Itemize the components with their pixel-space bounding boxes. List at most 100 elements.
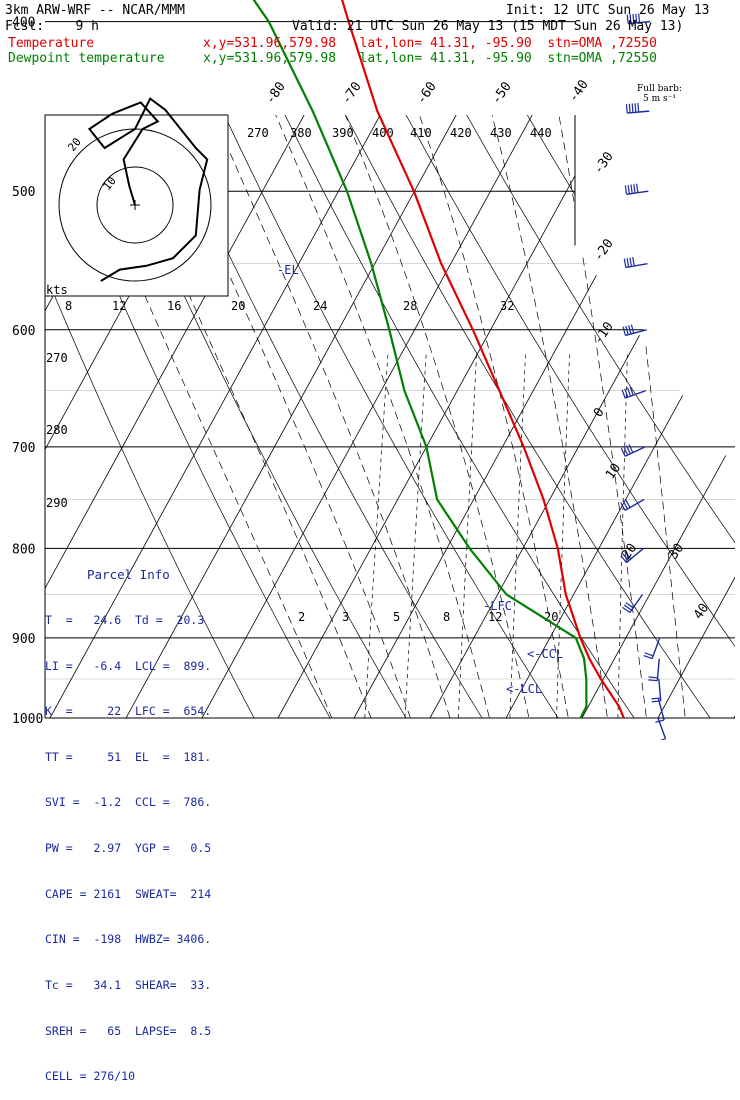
dry-adiabat bbox=[140, 0, 740, 740]
wind-barb-flag bbox=[648, 680, 657, 681]
wind-scale-label: 32 bbox=[500, 299, 514, 313]
init-time: Init: 12 UTC Sun 26 May 13 bbox=[506, 3, 710, 18]
parcel-row: LI = -6.4 LCL = 899. bbox=[45, 659, 227, 674]
dry-adiabat bbox=[258, 0, 740, 740]
mixing-ratio-label: 3 bbox=[342, 610, 349, 624]
parcel-info-title: Parcel Info bbox=[45, 567, 227, 582]
isotherm-label: -70 bbox=[339, 79, 365, 107]
wind-scale-unit: kts bbox=[46, 283, 68, 297]
parcel-row: CELL = 276/10 bbox=[45, 1069, 227, 1084]
parcel-marker: -EL bbox=[277, 263, 299, 277]
wind-barb-flag bbox=[628, 185, 629, 194]
wind-barb-flag bbox=[644, 656, 652, 659]
isotherm-label: -20 bbox=[591, 236, 617, 264]
isotherm bbox=[430, 115, 740, 718]
moist-adiabat bbox=[396, 0, 651, 740]
dry-adiabat-label: 380 bbox=[290, 126, 312, 140]
parcel-row: TT = 51 EL = 181. bbox=[45, 750, 227, 765]
dry-adiabat-label: 430 bbox=[490, 126, 512, 140]
wind-barb-flag bbox=[632, 104, 633, 113]
mixing-ratio-line bbox=[618, 355, 628, 718]
moist-adiabat bbox=[173, 0, 575, 740]
wind-scale-label: 16 bbox=[167, 299, 181, 313]
barb-legend-line1: Full barb: bbox=[637, 84, 682, 94]
wind-scale-label: 20 bbox=[231, 299, 245, 313]
parcel-row: CAPE = 2161 SWEAT= 214 bbox=[45, 887, 227, 902]
valid-time: Valid: 21 UTC Sun 26 May 13 (15 MDT Sun … bbox=[292, 19, 683, 34]
dry-adiabat-label: 270 bbox=[247, 126, 269, 140]
wind-barb-flag bbox=[649, 677, 658, 678]
isotherm bbox=[734, 115, 740, 718]
barb-legend-line2: 5 m s⁻¹ bbox=[643, 94, 676, 104]
parcel-row: SVI = -1.2 CCL = 786. bbox=[45, 795, 227, 810]
dry-adiabat-label: 390 bbox=[332, 126, 354, 140]
dry-adiabat bbox=[218, 0, 740, 740]
parcel-info-panel: Parcel Info T = 24.6 Td = 20.3 LI = -6.4… bbox=[45, 537, 227, 733]
pressure-label: 900 bbox=[12, 632, 35, 647]
wind-barb-flag bbox=[638, 103, 639, 112]
wind-scale-label: 8 bbox=[65, 299, 72, 313]
wind-barb-flag bbox=[629, 104, 630, 113]
parcel-marker: -LFC bbox=[483, 599, 512, 613]
isotherm-label: -10 bbox=[591, 319, 617, 347]
dry-adiabat-label: 270 bbox=[46, 351, 68, 365]
wind-barb-flag bbox=[626, 104, 627, 113]
wind-barb-flag bbox=[634, 184, 635, 193]
isotherm bbox=[658, 115, 740, 718]
pressure-label: 500 bbox=[12, 185, 35, 200]
isotherm-label: 40 bbox=[691, 601, 712, 622]
isotherm-label: 10 bbox=[603, 461, 624, 482]
isotherm-label: -40 bbox=[566, 77, 592, 105]
dry-adiabat bbox=[297, 0, 740, 740]
dry-adiabat bbox=[179, 0, 740, 740]
temperature-location: x,y=531.96,579.98 lat,lon= 41.31, -95.90… bbox=[203, 36, 657, 51]
wind-barb bbox=[625, 330, 646, 336]
mixing-ratio-label: 8 bbox=[443, 610, 450, 624]
wind-barb-flag bbox=[625, 185, 626, 194]
wind-barb-flag bbox=[631, 325, 633, 334]
parcel-row: T = 24.6 Td = 20.3 bbox=[45, 613, 227, 628]
wind-barb-flag bbox=[626, 326, 628, 335]
isotherm-label: 20 bbox=[619, 541, 640, 562]
wind-barb-flag bbox=[631, 185, 632, 194]
pressure-label: 800 bbox=[12, 542, 35, 557]
isotherm bbox=[506, 115, 740, 718]
parcel-row: CIN = -198 HWBZ= 3406. bbox=[45, 932, 227, 947]
wind-scale-label: 28 bbox=[403, 299, 417, 313]
isotherm-label: -30 bbox=[591, 149, 617, 177]
mixing-ratio-line bbox=[405, 355, 426, 718]
wind-barb-flag bbox=[652, 698, 661, 699]
wind-barb bbox=[625, 391, 646, 399]
parcel-row: SREH = 65 LAPSE= 8.5 bbox=[45, 1024, 227, 1039]
wind-scale-label: 12 bbox=[112, 299, 126, 313]
dry-adiabat-label: 440 bbox=[530, 126, 552, 140]
dry-adiabat bbox=[336, 0, 740, 740]
temperature-legend-label: Temperature bbox=[8, 36, 94, 51]
dry-adiabat bbox=[455, 0, 740, 740]
dry-adiabat bbox=[376, 0, 740, 740]
isotherm-label: -80 bbox=[263, 79, 289, 107]
dry-adiabat-label: 410 bbox=[410, 126, 432, 140]
dry-adiabat-label: 280 bbox=[46, 423, 68, 437]
wind-barb-flag bbox=[630, 258, 632, 267]
dry-adiabat bbox=[494, 0, 740, 740]
wind-scale-label: 24 bbox=[313, 299, 327, 313]
wind-barb-flag bbox=[624, 259, 626, 268]
pressure-label: 700 bbox=[12, 441, 35, 456]
isotherm bbox=[202, 115, 532, 718]
wind-barb-flag bbox=[652, 701, 661, 702]
wind-barb bbox=[658, 699, 664, 720]
parcel-row: PW = 2.97 YGP = 0.5 bbox=[45, 841, 227, 856]
isotherm-label: 0 bbox=[591, 405, 608, 420]
mixing-ratio-line bbox=[365, 355, 388, 718]
dry-adiabat-label: 290 bbox=[46, 496, 68, 510]
parcel-marker: <-CCL bbox=[527, 647, 563, 661]
parcel-row: K = 22 LFC = 654. bbox=[45, 704, 227, 719]
moist-adiabat bbox=[515, 0, 689, 740]
wind-barb bbox=[626, 264, 648, 268]
dewpoint-legend-label: Dewpoint temperature bbox=[8, 51, 165, 66]
forecast-hour: Fcst: 9 h bbox=[5, 19, 99, 34]
wind-barb-flag bbox=[635, 103, 636, 112]
mixing-ratio-label: 5 bbox=[393, 610, 400, 624]
parcel-marker: <-LCL bbox=[506, 682, 542, 696]
